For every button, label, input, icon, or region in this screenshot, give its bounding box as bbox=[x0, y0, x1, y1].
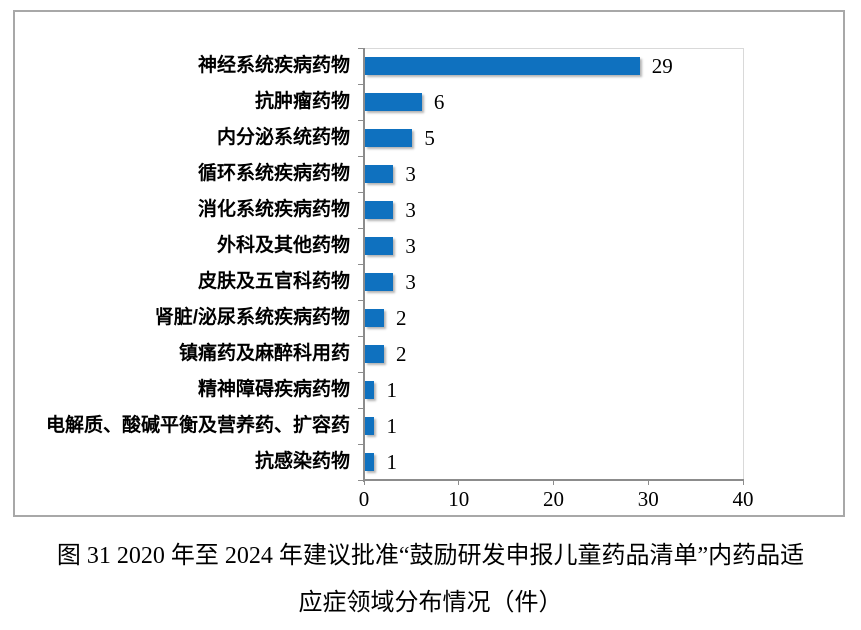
category-axis-tick bbox=[358, 264, 363, 265]
category-axis-tick bbox=[358, 372, 363, 373]
category-label: 皮肤及五官科药物 bbox=[197, 271, 350, 292]
category-label: 神经系统疾病药物 bbox=[197, 55, 350, 76]
chart-frame bbox=[13, 10, 845, 517]
category-label: 抗肿瘤药物 bbox=[254, 91, 350, 112]
value-axis-tick bbox=[363, 480, 365, 485]
value-axis-tick bbox=[458, 480, 460, 485]
plot-area-border bbox=[364, 48, 744, 481]
category-axis-tick bbox=[358, 192, 363, 193]
value-label: 2 bbox=[395, 306, 407, 330]
category-label: 镇痛药及麻醉科用药 bbox=[178, 343, 350, 364]
category-label: 内分泌系统药物 bbox=[216, 127, 350, 148]
category-axis-tick bbox=[358, 444, 363, 445]
value-label: 6 bbox=[433, 90, 445, 114]
caption-line-1: 图 31 2020 年至 2024 年建议批准“鼓励研发申报儿童药品清单”内药品… bbox=[56, 543, 805, 569]
value-label: 1 bbox=[386, 378, 397, 402]
value-axis-tick-label: 40 bbox=[732, 487, 754, 511]
value-label: 3 bbox=[405, 270, 416, 294]
category-axis-tick bbox=[358, 336, 363, 337]
category-axis-tick bbox=[358, 300, 363, 301]
bar bbox=[365, 417, 375, 435]
category-axis-tick bbox=[358, 480, 363, 481]
bar bbox=[365, 57, 640, 75]
category-axis-tick bbox=[358, 228, 363, 229]
value-axis-tick-label: 20 bbox=[543, 487, 564, 511]
value-label: 2 bbox=[395, 342, 407, 366]
category-label: 循环系统疾病药物 bbox=[197, 163, 350, 184]
category-axis-tick bbox=[358, 156, 363, 157]
value-axis-tick-label: 30 bbox=[637, 487, 659, 511]
bar bbox=[365, 201, 394, 219]
category-label: 精神障碍疾病药物 bbox=[197, 379, 350, 400]
value-axis-tick bbox=[553, 480, 554, 485]
category-label: 电解质、酸碱平衡及营养药、扩容药 bbox=[45, 415, 350, 436]
category-axis-tick bbox=[358, 84, 363, 85]
bar bbox=[365, 165, 394, 183]
value-label: 3 bbox=[405, 162, 416, 186]
figure-caption: 图 31 2020 年至 2024 年建议批准“鼓励研发申报儿童药品清单”内药品… bbox=[0, 541, 861, 619]
bar bbox=[365, 381, 375, 399]
value-label: 3 bbox=[405, 234, 416, 258]
bar bbox=[365, 453, 375, 471]
value-axis-tick-label: 0 bbox=[358, 487, 370, 511]
value-label: 1 bbox=[386, 450, 397, 474]
category-label: 外科及其他药物 bbox=[216, 235, 350, 256]
value-axis-tick-label: 10 bbox=[448, 487, 470, 511]
category-axis-tick bbox=[358, 120, 363, 121]
value-axis-line bbox=[364, 479, 744, 481]
category-axis-tick bbox=[358, 408, 363, 409]
value-label: 3 bbox=[405, 198, 416, 222]
bar bbox=[365, 345, 384, 363]
bar bbox=[365, 93, 422, 111]
value-axis-tick bbox=[647, 480, 649, 485]
category-axis-tick bbox=[358, 48, 363, 49]
bar bbox=[365, 309, 384, 327]
bar bbox=[365, 129, 413, 147]
value-label: 29 bbox=[651, 54, 673, 78]
caption-line-2: 应症领域分布情况（件） bbox=[298, 590, 563, 616]
value-label: 5 bbox=[424, 126, 435, 150]
bar bbox=[365, 237, 394, 255]
category-axis-line bbox=[363, 48, 365, 482]
value-label: 1 bbox=[386, 414, 397, 438]
bar bbox=[365, 273, 394, 291]
category-label: 抗感染药物 bbox=[254, 451, 350, 472]
category-label: 消化系统疾病药物 bbox=[197, 199, 350, 220]
value-axis-tick bbox=[742, 480, 744, 485]
category-label: 肾脏/泌尿系统疾病药物 bbox=[154, 307, 350, 328]
